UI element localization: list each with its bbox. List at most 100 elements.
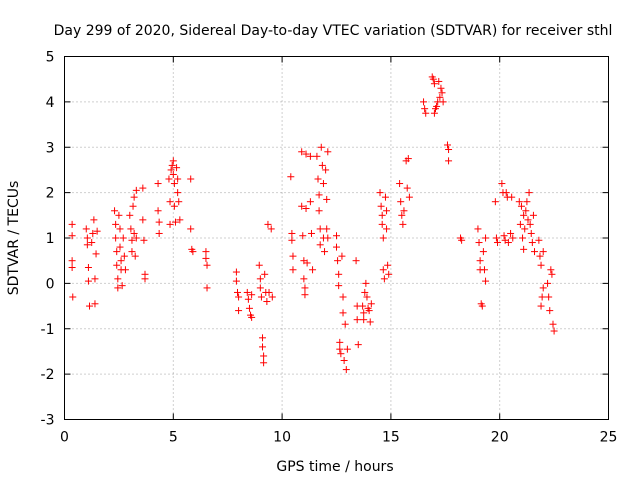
data-point: [528, 239, 536, 247]
data-point: [333, 243, 340, 251]
data-point: [508, 193, 516, 201]
data-point: [523, 198, 531, 206]
data-point: [474, 225, 482, 233]
data-point: [114, 284, 122, 292]
data-point: [396, 180, 404, 188]
data-point: [538, 293, 546, 301]
data-point: [380, 275, 388, 283]
data-point: [176, 216, 184, 224]
data-point: [128, 248, 136, 256]
data-point: [314, 175, 322, 183]
data-point: [363, 293, 371, 301]
data-point: [170, 202, 178, 210]
data-point: [84, 263, 92, 271]
data-point: [507, 229, 515, 237]
data-point: [341, 320, 349, 328]
data-point: [301, 284, 309, 292]
data-point: [340, 357, 348, 365]
data-point: [174, 175, 182, 183]
data-point: [337, 350, 345, 358]
data-point: [287, 173, 295, 181]
data-point: [366, 318, 374, 326]
data-point: [404, 155, 412, 163]
data-point: [259, 334, 267, 342]
chart-title: Day 299 of 2020, Sidereal Day-to-day VTE…: [54, 23, 613, 39]
data-point: [166, 220, 174, 228]
data-point: [202, 248, 210, 256]
data-point: [537, 261, 545, 269]
data-point: [378, 211, 386, 219]
data-point: [127, 225, 135, 233]
data-point: [498, 180, 506, 188]
data-point: [520, 211, 528, 219]
data-point: [126, 211, 134, 219]
data-point: [289, 252, 297, 260]
data-point: [68, 232, 76, 240]
data-point: [429, 75, 437, 83]
axis-ticks: 0 5 10 15 20 25 -3 -2 -1 0 1 2 3 4 5: [41, 50, 618, 446]
data-point: [155, 218, 163, 226]
data-point: [491, 198, 499, 206]
data-point: [476, 257, 484, 265]
data-point: [480, 266, 488, 274]
data-point: [482, 234, 490, 242]
data-point: [117, 257, 125, 265]
data-point: [338, 252, 346, 260]
plot-frame: [64, 56, 609, 420]
data-point: [244, 295, 252, 303]
data-point: [362, 279, 370, 287]
data-point: [113, 261, 121, 269]
data-point: [333, 232, 340, 240]
data-point: [259, 343, 267, 351]
data-point: [420, 98, 428, 106]
data-point: [68, 220, 76, 228]
y-tick-label: -3: [41, 413, 55, 429]
data-point: [322, 166, 330, 174]
data-point: [339, 309, 347, 317]
data-point: [154, 180, 162, 188]
data-point: [546, 307, 554, 315]
data-point: [383, 225, 391, 233]
data-point: [268, 293, 276, 301]
data-point: [509, 234, 517, 242]
data-point: [422, 109, 430, 117]
data-point: [173, 164, 181, 172]
data-point: [524, 216, 532, 224]
data-point: [360, 316, 368, 324]
data-point: [504, 239, 512, 247]
data-point: [536, 252, 544, 260]
data-point: [139, 184, 147, 192]
data-point: [68, 263, 76, 271]
data-point: [516, 220, 524, 228]
data-point: [520, 245, 528, 253]
data-point: [169, 157, 177, 165]
data-point: [111, 207, 119, 215]
data-point: [334, 257, 342, 265]
data-point: [260, 359, 268, 367]
data-point: [257, 293, 265, 301]
data-point: [83, 241, 91, 249]
data-point: [248, 313, 256, 321]
data-point: [502, 189, 510, 197]
data-point: [154, 207, 162, 215]
data-point: [140, 236, 148, 244]
data-point: [421, 105, 429, 113]
data-point: [479, 248, 487, 256]
data-point: [549, 320, 557, 328]
data-point: [91, 275, 99, 283]
data-point: [354, 341, 362, 349]
data-point: [381, 193, 389, 201]
data-point: [187, 175, 195, 183]
data-point: [376, 189, 384, 197]
data-point: [378, 220, 386, 228]
data-point: [352, 257, 360, 265]
data-point: [248, 291, 256, 299]
data-point: [261, 270, 269, 278]
data-point: [336, 345, 344, 353]
data-point: [306, 198, 314, 206]
data-point: [443, 141, 451, 149]
data-point: [359, 302, 367, 310]
data-point: [187, 225, 195, 233]
data-point: [301, 291, 309, 299]
